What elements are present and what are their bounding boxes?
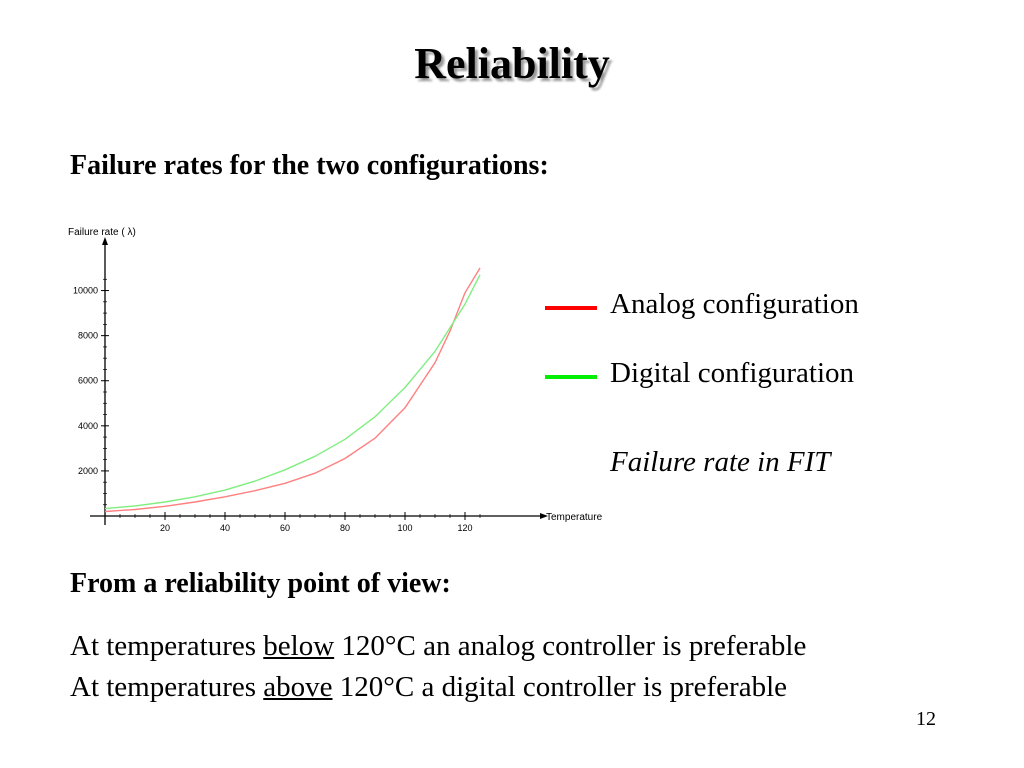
- legend-label-analog: Analog configuration: [610, 288, 859, 320]
- x-axis-label: Temperature: [546, 512, 603, 523]
- legend-swatch-analog: [545, 306, 597, 310]
- x-tick-label: 40: [220, 523, 230, 533]
- unit-note: Failure rate in FIT: [610, 446, 831, 478]
- y-tick-label: 8000: [78, 331, 98, 341]
- page-number: 12: [916, 708, 936, 730]
- x-tick-label: 100: [397, 523, 412, 533]
- line-suffix: 120°C a digital controller is preferable: [332, 671, 788, 703]
- line-prefix: At temperatures: [70, 671, 264, 703]
- x-axis-arrow: [540, 513, 548, 519]
- line-suffix: 120°C an analog controller is preferable: [334, 630, 807, 662]
- y-tick-label: 2000: [78, 466, 98, 476]
- failure-rate-chart: 20 40 60 80 100 120 2000 4000 6000 8000 10000 Tempe…: [68, 227, 603, 533]
- conclusion-line-below: At temperatures below 120°C an analog co…: [70, 630, 806, 663]
- legend-swatch-digital: [545, 375, 597, 379]
- y-tick-label: 10000: [73, 286, 98, 296]
- y-axis-arrow: [102, 237, 108, 245]
- x-tick-label: 20: [160, 523, 170, 533]
- series-line-digital: [104, 274, 481, 510]
- emphasis-below: below: [263, 630, 335, 662]
- line-prefix: At temperatures: [70, 630, 264, 662]
- y-tick-label: 4000: [78, 421, 98, 431]
- conclusion-line-above: At temperatures above 120°C a digital co…: [70, 671, 787, 704]
- slide-title: Reliability: [414, 39, 610, 88]
- emphasis-above: above: [263, 671, 333, 703]
- x-tick-label: 120: [457, 523, 472, 533]
- conclusion-heading: From a reliability point of view:: [70, 568, 451, 599]
- y-tick-label: 6000: [78, 376, 98, 386]
- y-axis-label: Failure rate ( λ): [68, 227, 136, 238]
- series-line-analog: [104, 267, 481, 513]
- legend-label-digital: Digital configuration: [610, 357, 855, 389]
- x-tick-label: 60: [280, 523, 290, 533]
- x-tick-label: 80: [340, 523, 350, 533]
- slide-subtitle: Failure rates for the two configurations…: [70, 150, 549, 181]
